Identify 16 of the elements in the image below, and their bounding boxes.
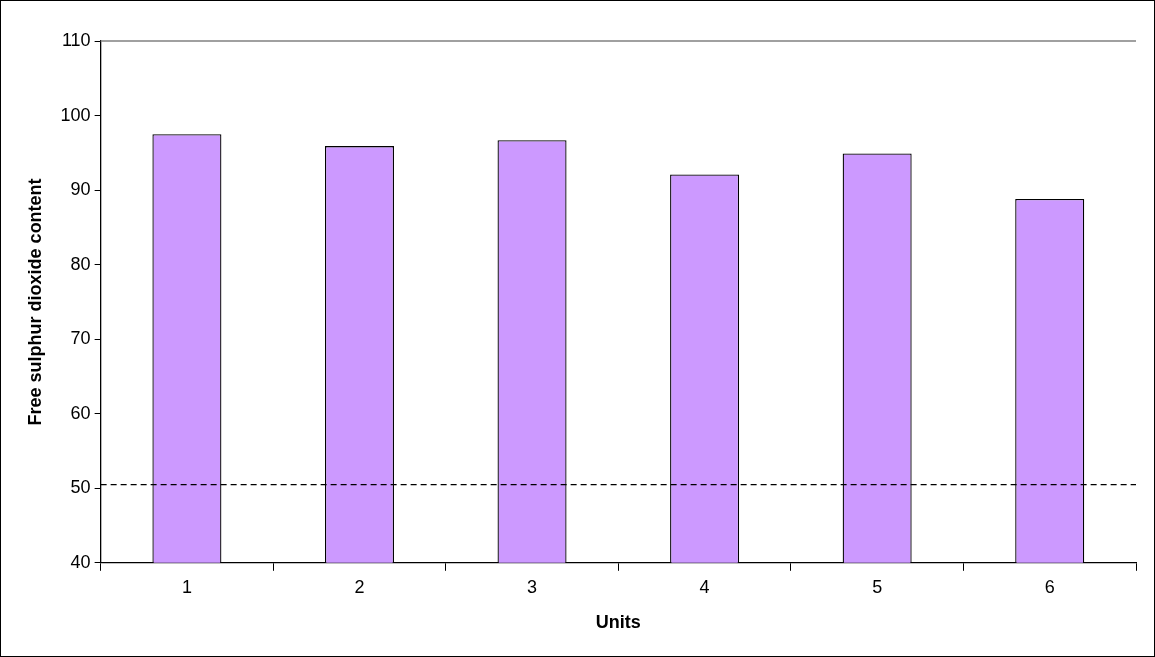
x-axis-title: Units xyxy=(595,612,641,633)
y-axis-title: Free sulphur dioxide content xyxy=(24,178,45,426)
y-tick-label: 100 xyxy=(60,104,91,125)
y-tick-label: 40 xyxy=(70,551,91,572)
y-tick-label: 110 xyxy=(61,29,91,50)
x-tick-label: 2 xyxy=(354,576,365,597)
x-tick-label: 6 xyxy=(1044,576,1055,597)
y-tick-label: 80 xyxy=(70,253,91,274)
y-tick-label: 50 xyxy=(70,477,91,498)
x-tick-label: 4 xyxy=(699,576,710,597)
y-tick-label: 60 xyxy=(70,402,91,423)
y-tick-label: 90 xyxy=(70,179,91,200)
x-tick-label: 1 xyxy=(181,576,192,597)
x-tick-label: 5 xyxy=(872,576,883,597)
x-tick-label: 3 xyxy=(527,576,538,597)
y-tick-label: 70 xyxy=(70,328,91,349)
